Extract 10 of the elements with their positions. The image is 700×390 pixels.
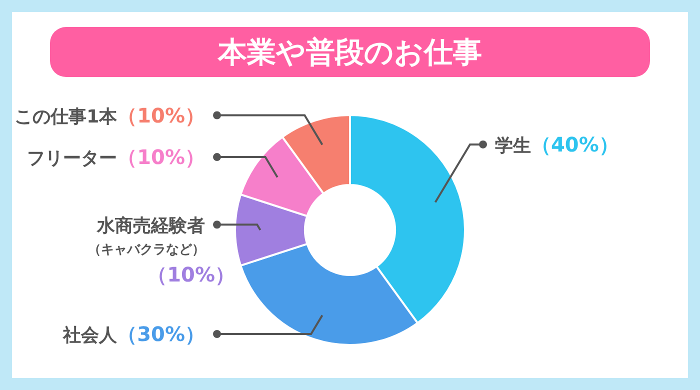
chart-title: 本業や普段のお仕事 (217, 35, 482, 69)
slice-label: フリーター (27, 148, 118, 170)
data-label: （40%） (531, 132, 619, 156)
data-label: （10%） (147, 262, 235, 287)
data-label: （30%） (117, 322, 205, 346)
data-label: （10%） (117, 103, 205, 128)
slice-label: 学生 (495, 135, 531, 156)
slice-label: この仕事1本 (14, 106, 118, 128)
data-label: （10%） (117, 145, 205, 170)
slice-label: 社会人 (62, 325, 118, 346)
